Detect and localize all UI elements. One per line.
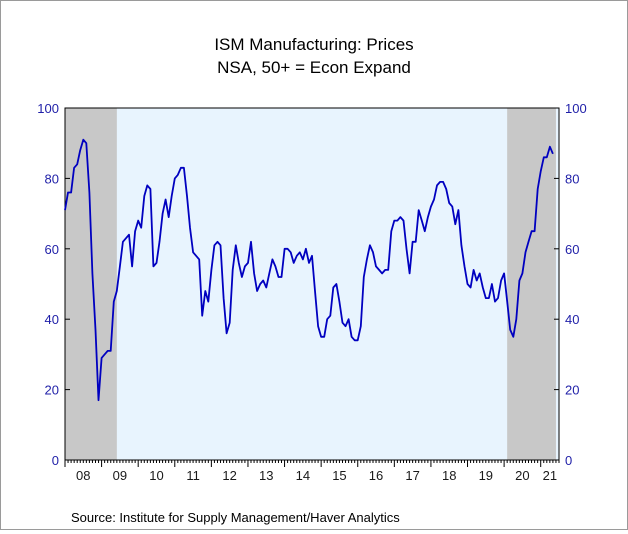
y-tick-label-left: 40 (45, 312, 59, 327)
x-tick-label: 08 (76, 468, 90, 483)
x-tick-label: 20 (515, 468, 529, 483)
chart-subtitle: NSA, 50+ = Econ Expand (217, 58, 411, 77)
x-tick-label: 12 (222, 468, 236, 483)
y-tick-label-left: 20 (45, 383, 59, 398)
series-layer (64, 138, 554, 402)
x-tick-label: 15 (332, 468, 346, 483)
x-tick-label: 09 (113, 468, 127, 483)
x-tick-label: 14 (296, 468, 310, 483)
y-tick-label-right: 0 (565, 453, 572, 468)
axis-ticks: 0 0 20 20 40 40 60 60 80 80 100 100 08 09 10 11 12 13 14 15… (37, 101, 586, 483)
x-tick-label: 10 (149, 468, 163, 483)
chart-title: ISM Manufacturing: Prices (214, 35, 413, 54)
series-line (64, 138, 554, 402)
source-note: Source: Institute for Supply Management/… (71, 510, 400, 525)
x-tick-label: 11 (186, 468, 200, 483)
x-tick-label: 17 (405, 468, 419, 483)
y-tick-label-right: 100 (565, 101, 587, 116)
recession-band (65, 108, 117, 460)
recession-shading (65, 108, 556, 460)
x-tick-label: 13 (259, 468, 273, 483)
x-tick-label: 21 (543, 468, 557, 483)
recession-band (507, 108, 556, 460)
y-tick-label-right: 80 (565, 171, 579, 186)
y-tick-label-right: 40 (565, 312, 579, 327)
x-tick-label: 19 (479, 468, 493, 483)
y-tick-label-right: 60 (565, 242, 579, 257)
x-tick-label: 16 (369, 468, 383, 483)
y-tick-label-left: 80 (45, 171, 59, 186)
plot-area (65, 108, 559, 460)
y-tick-label-left: 60 (45, 242, 59, 257)
y-tick-label-left: 0 (52, 453, 59, 468)
y-tick-label-right: 20 (565, 383, 579, 398)
x-tick-label: 18 (442, 468, 456, 483)
y-tick-label-left: 100 (37, 101, 59, 116)
